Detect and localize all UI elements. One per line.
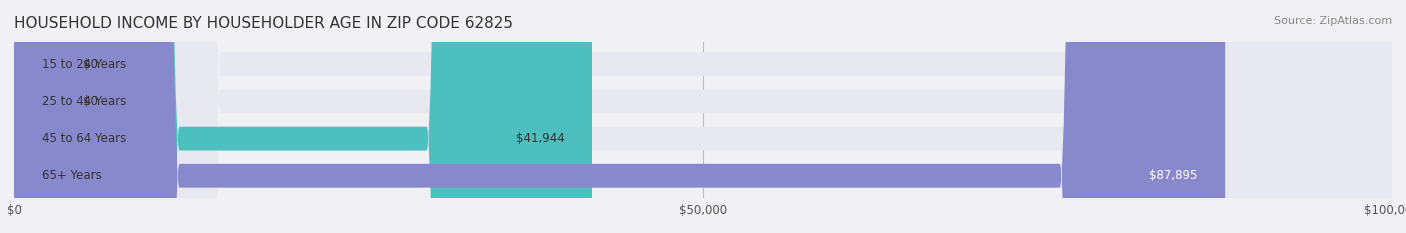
FancyBboxPatch shape bbox=[14, 0, 1392, 233]
FancyBboxPatch shape bbox=[14, 0, 1392, 233]
Text: 25 to 44 Years: 25 to 44 Years bbox=[42, 95, 127, 108]
Text: $87,895: $87,895 bbox=[1149, 169, 1198, 182]
Text: 65+ Years: 65+ Years bbox=[42, 169, 101, 182]
Text: Source: ZipAtlas.com: Source: ZipAtlas.com bbox=[1274, 16, 1392, 26]
Text: $0: $0 bbox=[83, 95, 98, 108]
FancyBboxPatch shape bbox=[14, 0, 1392, 233]
FancyBboxPatch shape bbox=[14, 0, 1225, 233]
Text: $41,944: $41,944 bbox=[516, 132, 564, 145]
Text: $0: $0 bbox=[83, 58, 98, 71]
Text: 15 to 24 Years: 15 to 24 Years bbox=[42, 58, 127, 71]
FancyBboxPatch shape bbox=[14, 0, 592, 233]
Text: 45 to 64 Years: 45 to 64 Years bbox=[42, 132, 127, 145]
Text: HOUSEHOLD INCOME BY HOUSEHOLDER AGE IN ZIP CODE 62825: HOUSEHOLD INCOME BY HOUSEHOLDER AGE IN Z… bbox=[14, 16, 513, 31]
FancyBboxPatch shape bbox=[14, 0, 1392, 233]
